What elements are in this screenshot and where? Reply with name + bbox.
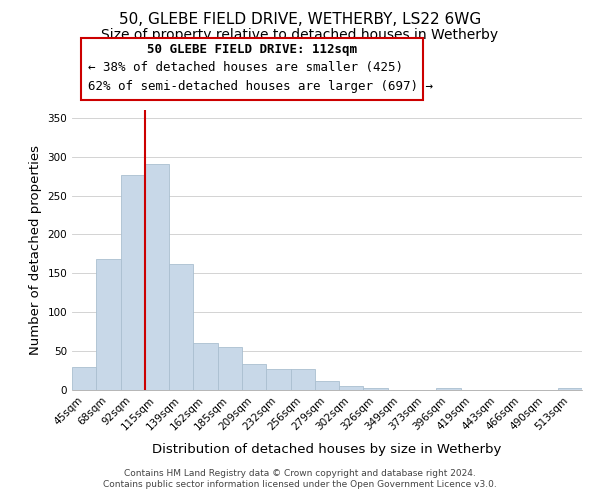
Text: Contains HM Land Registry data © Crown copyright and database right 2024.: Contains HM Land Registry data © Crown c… <box>124 468 476 477</box>
Text: Contains public sector information licensed under the Open Government Licence v3: Contains public sector information licen… <box>103 480 497 489</box>
Text: 50, GLEBE FIELD DRIVE, WETHERBY, LS22 6WG: 50, GLEBE FIELD DRIVE, WETHERBY, LS22 6W… <box>119 12 481 28</box>
Bar <box>96 260 121 390</box>
Bar <box>558 388 582 390</box>
Bar <box>218 347 242 390</box>
Bar <box>169 264 193 390</box>
Text: 50 GLEBE FIELD DRIVE: 112sqm: 50 GLEBE FIELD DRIVE: 112sqm <box>147 44 357 57</box>
Bar <box>339 386 364 390</box>
Text: Size of property relative to detached houses in Wetherby: Size of property relative to detached ho… <box>101 28 499 42</box>
Text: 62% of semi-detached houses are larger (697) →: 62% of semi-detached houses are larger (… <box>88 80 433 94</box>
Bar <box>315 382 339 390</box>
Bar <box>72 366 96 390</box>
Bar <box>364 388 388 390</box>
Bar <box>290 369 315 390</box>
Bar <box>266 369 290 390</box>
Text: ← 38% of detached houses are smaller (425): ← 38% of detached houses are smaller (42… <box>88 62 403 74</box>
Bar <box>121 174 145 390</box>
X-axis label: Distribution of detached houses by size in Wetherby: Distribution of detached houses by size … <box>152 443 502 456</box>
Bar <box>436 388 461 390</box>
Y-axis label: Number of detached properties: Number of detached properties <box>29 145 42 355</box>
Bar <box>242 364 266 390</box>
Bar <box>145 164 169 390</box>
Bar <box>193 342 218 390</box>
